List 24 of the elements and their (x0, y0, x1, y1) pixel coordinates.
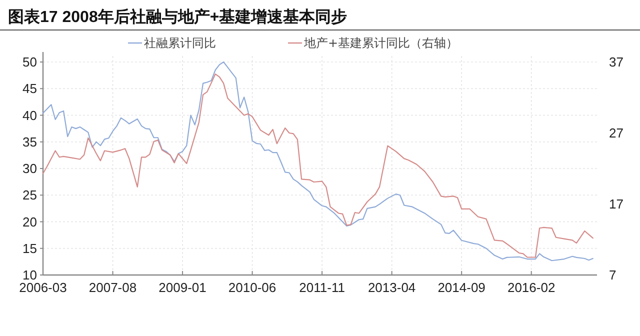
y-tick-label: 20 (22, 214, 37, 230)
x-tick-label: 2007-08 (88, 280, 137, 295)
y-tick-label: 10 (22, 268, 37, 282)
x-tick-label: 2009-01 (158, 280, 206, 295)
y2-tick-label: 17 (609, 196, 624, 212)
x-tick-label: 2011-11 (299, 280, 345, 295)
x-tick-label: 2006-03 (19, 280, 67, 295)
x-tick-label: 2013-04 (368, 280, 416, 295)
y-tick-label: 45 (22, 81, 37, 96)
x-tick-label: 2014-09 (438, 280, 486, 295)
y2-tick-label: 27 (609, 126, 624, 140)
legend-label: 地产+基建累计同比（右轴） (303, 36, 458, 50)
y-tick-label: 15 (22, 240, 37, 256)
y-tick-label: 35 (22, 134, 37, 150)
y2-tick-label: 37 (609, 54, 624, 70)
y2-tick-label: 7 (609, 268, 616, 282)
x-tick-label: 2016-02 (507, 280, 556, 295)
y-tick-label: 50 (22, 54, 37, 70)
x-tick-label: 2010-06 (228, 280, 276, 295)
y-tick-label: 25 (22, 188, 37, 203)
chart-title: 图表17 2008年后社融与地产+基建增速基本同步 (8, 8, 348, 26)
y-tick-label: 30 (22, 161, 37, 176)
legend-label: 社融累计同比 (144, 36, 216, 50)
y-tick-label: 40 (22, 108, 37, 123)
